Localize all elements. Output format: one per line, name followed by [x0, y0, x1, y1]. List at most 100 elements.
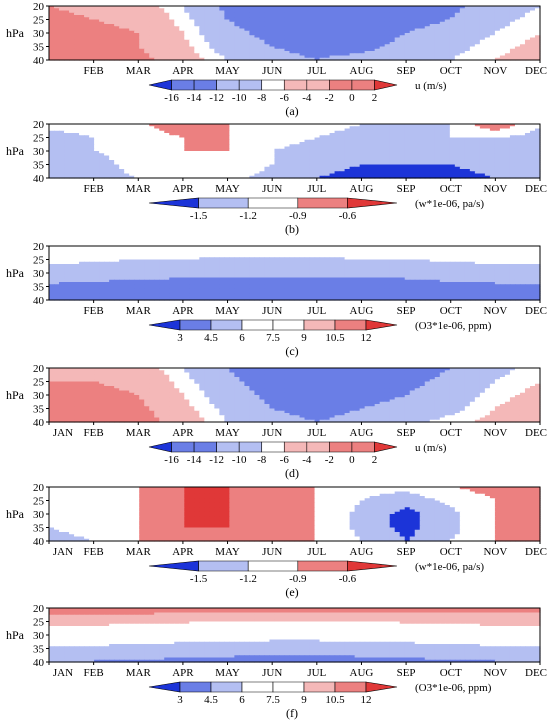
contour-cell — [174, 35, 180, 39]
contour-cell — [474, 24, 481, 27]
contour-cell — [494, 35, 501, 39]
contour-cell — [289, 26, 296, 30]
contour-cell — [394, 19, 401, 23]
contour-cell — [294, 37, 301, 41]
contour-cell — [439, 10, 446, 14]
colorbar: -1.5 -1.2 -0.9 -0.6(w*1e-06, pa/s) — [148, 197, 484, 222]
contour-cell — [94, 37, 100, 41]
contour-cell — [309, 19, 316, 23]
contour-cell — [199, 33, 205, 36]
contour-cell — [204, 30, 210, 34]
contour-cell — [189, 12, 195, 16]
contour-cell — [354, 26, 361, 30]
contour-cell — [469, 15, 476, 18]
contour-cell — [54, 15, 60, 18]
contour-cell — [394, 12, 401, 16]
contour-cell — [524, 24, 531, 27]
contour-cell — [534, 35, 541, 39]
colorbar-tick-label: -8 — [257, 92, 267, 104]
contour-cell — [254, 26, 261, 30]
contour-cell — [154, 19, 160, 23]
contour-cell — [344, 33, 351, 36]
contour-cell — [164, 10, 170, 14]
contour-cell — [59, 24, 65, 27]
contour-cell — [429, 17, 436, 21]
contour-cell — [369, 26, 376, 30]
contour-cell — [104, 17, 110, 21]
contour-cell — [99, 10, 105, 14]
contour-cell — [379, 35, 386, 39]
contour-cell — [164, 19, 170, 23]
contour-cell — [379, 26, 386, 30]
contour-cell — [324, 19, 331, 23]
contour-cell — [374, 35, 381, 39]
contour-cell — [269, 6, 276, 9]
contour-cell — [324, 26, 331, 30]
contour-cell — [234, 12, 240, 16]
contour-cell — [534, 10, 541, 14]
colorbar-tick-label: -16 — [164, 92, 179, 104]
contour-cell — [249, 10, 256, 14]
contour-cell — [354, 33, 361, 36]
contour-cell — [439, 12, 446, 16]
y-tick-label: 40 — [33, 55, 45, 67]
contour-cell — [434, 28, 441, 32]
contour-cell — [324, 12, 331, 16]
contour-cell — [294, 6, 301, 9]
contour-cell — [439, 15, 446, 18]
contour-cell — [114, 8, 120, 12]
contour-cell — [259, 19, 266, 23]
contour-cell — [534, 21, 541, 25]
contour-cell — [149, 6, 155, 9]
contour-cell — [194, 12, 200, 16]
contour-cell — [444, 15, 451, 18]
contour-cell — [419, 33, 426, 36]
contour-cell — [169, 30, 175, 34]
contour-cell — [424, 12, 431, 16]
contour-cell — [504, 24, 511, 27]
contour-cell — [244, 19, 251, 23]
contour-cell — [64, 28, 70, 32]
contour-cell — [149, 15, 155, 18]
contour-cell — [264, 28, 271, 32]
contour-cell — [134, 35, 140, 39]
colorbar-segment — [329, 79, 353, 91]
contour-cell — [484, 19, 491, 23]
contour-cell — [529, 12, 536, 16]
contour-cell — [184, 12, 190, 16]
contour-cell — [74, 12, 80, 16]
contour-cell — [129, 37, 135, 41]
contour-cell — [529, 33, 536, 36]
contour-cell — [529, 28, 536, 32]
contour-cell — [454, 30, 461, 34]
contour-cell — [389, 17, 396, 21]
colorbar-segment — [198, 197, 249, 209]
contour-cell — [474, 19, 481, 23]
contour-cell — [84, 37, 90, 41]
contour-cell — [329, 15, 336, 18]
y-tick-label: 20 — [33, 119, 45, 131]
contour-cell — [334, 17, 341, 21]
contour-cell — [444, 35, 451, 39]
contour-cell — [49, 37, 55, 41]
contour-cell — [249, 12, 256, 16]
x-tick-label: DEC — [525, 65, 547, 77]
contour-cell — [144, 17, 150, 21]
contour-cell — [114, 37, 120, 41]
contour-cell — [314, 30, 321, 34]
contour-cell — [434, 19, 441, 23]
contour-cell — [504, 10, 511, 14]
contour-cell — [299, 15, 306, 18]
contour-cell — [294, 30, 301, 34]
contour-cell — [359, 8, 366, 12]
contour-cell — [414, 15, 421, 18]
contour-cell — [54, 37, 60, 41]
contour-cell — [109, 12, 115, 16]
contour-cell — [89, 26, 95, 30]
contour-cell — [419, 24, 426, 27]
contour-cell — [329, 33, 336, 36]
contour-cell — [259, 24, 266, 27]
contour-cell — [374, 17, 381, 21]
contour-cell — [134, 33, 140, 36]
contour-cell — [59, 8, 65, 12]
